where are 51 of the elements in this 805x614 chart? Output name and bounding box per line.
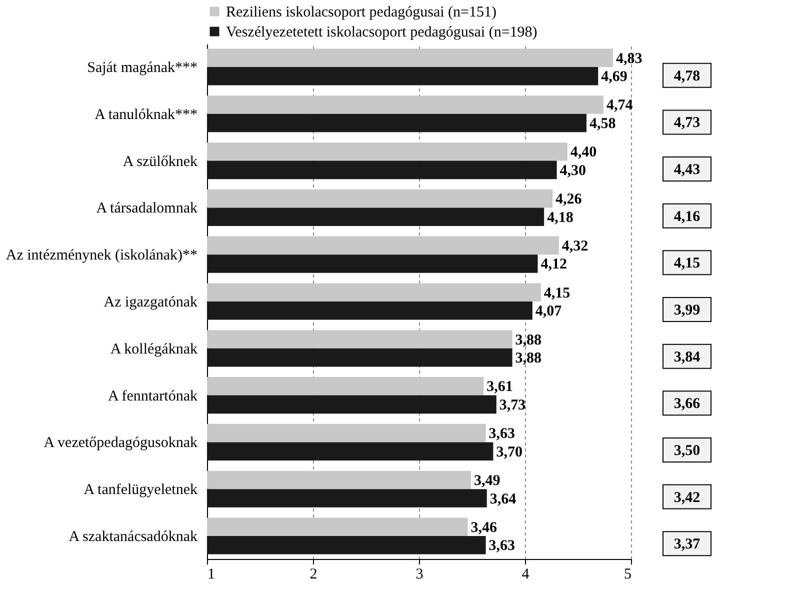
x-tick-label: 1 xyxy=(208,566,215,582)
text: 3,37 xyxy=(674,536,701,553)
x-tick-label: 5 xyxy=(624,566,632,582)
text: 4,16 xyxy=(674,208,701,225)
legend-label: Reziliens iskolacsoport pedagógusai (n=151) xyxy=(226,4,496,20)
y-tick-label: Az igazgatónak xyxy=(104,294,198,310)
y-tick-label: A kollégáknak xyxy=(110,341,198,358)
text: 4,43 xyxy=(674,162,700,178)
y-tick-label: A szülőknek xyxy=(122,154,198,170)
y-tick-label: A tanulóknak*** xyxy=(94,106,198,123)
text: 4,73 xyxy=(674,115,700,132)
data-label: 3,88 xyxy=(515,332,542,348)
data-label: 4,69 xyxy=(601,69,628,86)
data-label: 4,58 xyxy=(589,116,616,132)
data-label: 4,15 xyxy=(544,285,570,302)
x-tick-label: 4 xyxy=(522,566,530,582)
data-label: 3,61 xyxy=(486,379,513,396)
data-label: 3,64 xyxy=(490,491,517,508)
y-tick-label: A társadalomnak xyxy=(96,200,198,217)
text: 3,66 xyxy=(674,396,701,412)
y-tick-label: A fenntartónak xyxy=(108,388,198,404)
x-tick-label: 2 xyxy=(310,566,318,582)
data-label: 4,26 xyxy=(556,192,582,208)
data-label: 4,74 xyxy=(606,98,634,114)
data-label: 4,40 xyxy=(570,144,597,161)
text: 3,42 xyxy=(674,490,700,506)
y-tick-label: A vezetőpedagógusoknak xyxy=(44,435,198,452)
data-label: 4,83 xyxy=(616,50,642,67)
y-tick-label: Saját magának*** xyxy=(87,60,198,76)
data-label: 4,07 xyxy=(535,304,562,320)
text: 3,99 xyxy=(674,302,700,318)
text: 4,15 xyxy=(674,256,700,272)
y-tick-label: A szaktanácsadóknak xyxy=(68,529,198,546)
text: 3,84 xyxy=(674,349,701,366)
data-label: 4,30 xyxy=(560,162,586,179)
x-tick-label: 3 xyxy=(416,566,424,582)
text: 3,50 xyxy=(674,442,700,459)
data-label: 3,63 xyxy=(488,538,516,554)
y-tick-label: A tanfelügyeletnek xyxy=(84,482,198,498)
data-label: 4,18 xyxy=(547,210,574,226)
data-label: 3,88 xyxy=(515,350,542,367)
data-label: 4,12 xyxy=(540,256,567,273)
data-label: 3,46 xyxy=(470,520,498,536)
legend-label: Veszélyezetetett iskolacsoport pedagógusai (n=198) xyxy=(226,24,538,40)
data-label: 3,49 xyxy=(474,472,500,489)
text: 4,78 xyxy=(674,68,700,84)
data-label: 3,63 xyxy=(488,426,516,442)
data-label: 3,70 xyxy=(496,444,522,460)
data-label: 3,73 xyxy=(499,397,526,414)
data-label: 4,32 xyxy=(562,238,588,254)
y-tick-label: Az intézménynek (iskolának)** xyxy=(6,248,198,264)
